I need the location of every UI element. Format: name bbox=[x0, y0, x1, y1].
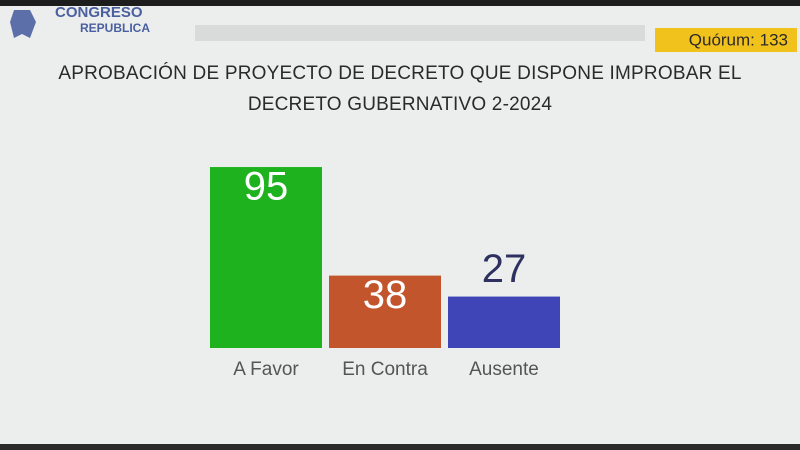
value-label: 38 bbox=[363, 273, 408, 317]
category-label: Ausente bbox=[469, 359, 539, 380]
bar bbox=[210, 167, 322, 348]
logo-line1: CONGRESO bbox=[55, 4, 143, 21]
header-band bbox=[195, 25, 645, 41]
chart-title: APROBACIÓN DE PROYECTO DE DECRETO QUE DI… bbox=[58, 63, 742, 115]
bar bbox=[329, 275, 441, 348]
quorum-badge bbox=[655, 28, 797, 52]
category-label: En Contra bbox=[342, 359, 428, 380]
value-label: 95 bbox=[244, 165, 289, 209]
top-strip bbox=[0, 0, 800, 6]
bottom-strip bbox=[0, 444, 800, 450]
quorum-text: Quórum: 133 bbox=[689, 30, 788, 49]
logo-line2: REPUBLICA bbox=[80, 21, 150, 35]
bar bbox=[448, 296, 560, 348]
logo-emblem bbox=[10, 10, 36, 38]
value-label: 27 bbox=[482, 247, 527, 291]
category-label: A Favor bbox=[233, 359, 299, 380]
bar-chart: 95 A Favor 38 En Contra 27 Ausente bbox=[210, 165, 560, 380]
logo: CONGRESO REPUBLICA bbox=[10, 4, 150, 38]
